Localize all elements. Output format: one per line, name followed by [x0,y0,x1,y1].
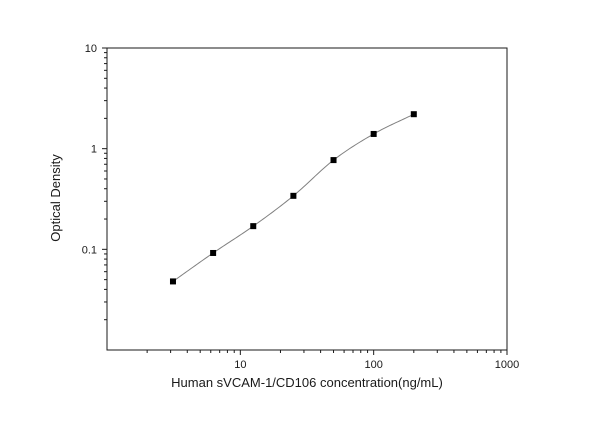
x-tick-label: 1000 [495,359,519,371]
data-point [410,111,417,118]
data-point [290,192,297,199]
y-axis-title: Optical Density [48,154,63,242]
data-point [169,278,176,285]
y-tick-label: 0.1 [82,244,97,256]
data-point [370,130,377,137]
data-points-layer [169,111,417,285]
axes: 10 100 1000 0.1 1 10 [82,43,520,371]
plot-frame [106,47,508,351]
y-tick-label: 1 [91,144,97,156]
x-tick-label: 100 [364,359,382,371]
x-axis-title: Human sVCAM-1/CD106 concentration(ng/mL) [171,375,443,390]
data-point [330,157,337,164]
y-tick-label: 10 [85,43,97,55]
data-point [250,223,257,230]
x-tick-label: 10 [234,359,246,371]
data-point [210,249,217,256]
